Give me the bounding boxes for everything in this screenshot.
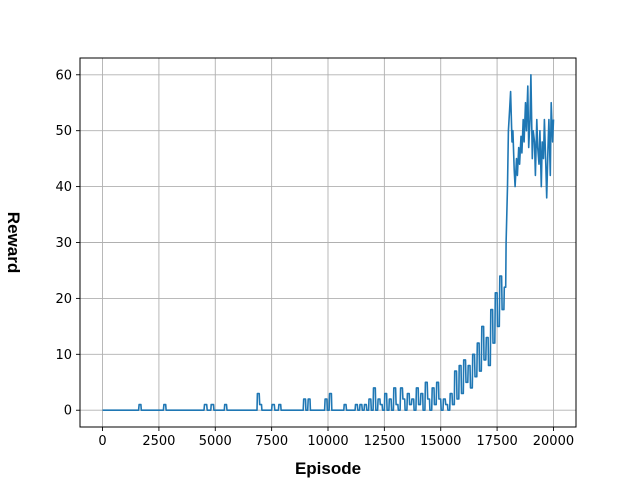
y-tick-label: 10 [55, 348, 72, 363]
y-tick-label: 40 [55, 180, 72, 195]
series-line [102, 74, 555, 412]
x-tick-label: 0 [98, 434, 106, 449]
x-tick-label: 2500 [142, 434, 175, 449]
y-axis-label: Reward [4, 212, 23, 273]
grid [80, 58, 576, 427]
x-tick-label: 5000 [199, 434, 232, 449]
x-tick-label: 17500 [476, 434, 517, 449]
y-tick-label: 0 [64, 404, 72, 419]
x-tick-label: 10000 [307, 434, 348, 449]
series [102, 74, 555, 412]
y-tick-label: 50 [55, 124, 72, 139]
x-axis-label: Episode [295, 459, 361, 478]
y-tick-label: 60 [55, 68, 72, 83]
y-axis: 0 10 20 30 40 50 60 [55, 68, 80, 419]
y-tick-label: 30 [55, 236, 72, 251]
x-tick-label: 7500 [255, 434, 288, 449]
x-axis: 0 2500 5000 7500 10000 12500 15000 17500 20000 [98, 427, 574, 449]
x-tick-label: 15000 [420, 434, 461, 449]
y-tick-label: 20 [55, 292, 72, 307]
x-tick-label: 12500 [364, 434, 405, 449]
x-tick-label: 20000 [533, 434, 574, 449]
